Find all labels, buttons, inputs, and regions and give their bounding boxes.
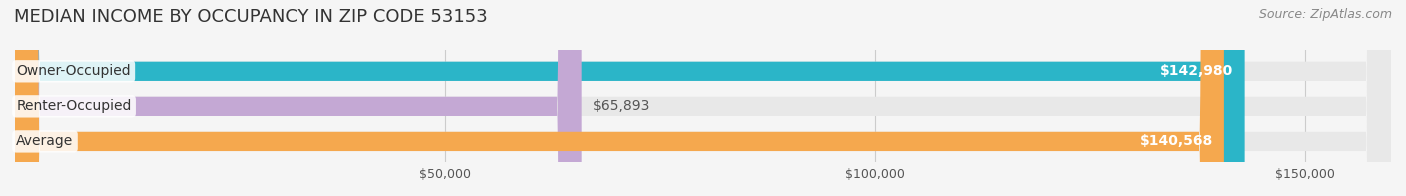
FancyBboxPatch shape <box>15 0 1391 196</box>
FancyBboxPatch shape <box>15 0 1391 196</box>
FancyBboxPatch shape <box>15 0 582 196</box>
FancyBboxPatch shape <box>15 0 1391 196</box>
FancyBboxPatch shape <box>15 0 1223 196</box>
Text: MEDIAN INCOME BY OCCUPANCY IN ZIP CODE 53153: MEDIAN INCOME BY OCCUPANCY IN ZIP CODE 5… <box>14 8 488 26</box>
Text: Owner-Occupied: Owner-Occupied <box>17 64 131 78</box>
Text: $65,893: $65,893 <box>593 99 650 113</box>
Text: Renter-Occupied: Renter-Occupied <box>17 99 132 113</box>
Text: Source: ZipAtlas.com: Source: ZipAtlas.com <box>1258 8 1392 21</box>
Text: $142,980: $142,980 <box>1160 64 1233 78</box>
Text: $140,568: $140,568 <box>1140 134 1213 148</box>
FancyBboxPatch shape <box>15 0 1244 196</box>
Text: Average: Average <box>17 134 73 148</box>
